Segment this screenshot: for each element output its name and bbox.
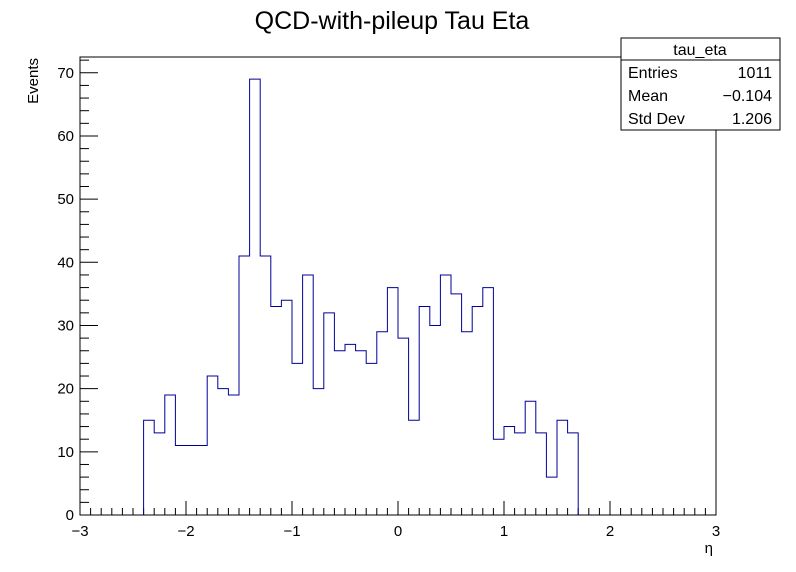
- histogram-bin: [536, 433, 547, 515]
- histogram-bin: [313, 389, 324, 515]
- histogram-bin: [557, 420, 568, 515]
- y-tick-label: 0: [66, 507, 74, 524]
- y-tick-label: 20: [57, 381, 74, 398]
- y-axis-label: Events: [25, 58, 42, 104]
- stats-entries-value: 1011: [738, 65, 773, 82]
- histogram-bin: [430, 325, 441, 515]
- histogram-bin: [281, 300, 292, 515]
- histogram-bin: [228, 395, 239, 515]
- histogram-line: [143, 78, 579, 515]
- x-tick-label: 2: [606, 523, 614, 540]
- histogram-bin: [250, 79, 261, 515]
- x-tick-label: −3: [71, 523, 88, 540]
- x-tick-label: −2: [177, 523, 194, 540]
- histogram-bin: [154, 433, 165, 515]
- stats-box-frame: [620, 37, 781, 131]
- histogram-bin: [472, 307, 483, 515]
- stats-box: tau_eta Entries 1011 Mean −0.104 Std Dev…: [620, 37, 781, 131]
- histogram-bin: [175, 446, 186, 515]
- x-axis: −3 −2 −1 0 1 2 3: [71, 501, 720, 540]
- stats-entries-label: Entries: [628, 65, 678, 82]
- histogram-bin: [144, 420, 155, 515]
- y-tick-label: 50: [57, 191, 74, 208]
- y-tick-label: 10: [57, 444, 74, 461]
- histogram-bin: [515, 433, 526, 515]
- histogram-bin: [504, 427, 515, 515]
- x-tick-label: −1: [283, 523, 300, 540]
- histogram-bin: [462, 332, 473, 515]
- histogram-bin: [345, 344, 356, 515]
- x-tick-label: 0: [394, 523, 402, 540]
- histogram-bin: [197, 446, 208, 515]
- histogram-bin: [377, 332, 388, 515]
- stats-stddev-label: Std Dev: [628, 111, 685, 128]
- stats-mean-value: −0.104: [723, 88, 772, 105]
- y-axis: 0 10 20 30 40 50 60 70: [57, 59, 98, 524]
- histogram-bin: [483, 288, 494, 515]
- histogram-bins: [144, 79, 579, 515]
- x-tick-label: 3: [712, 523, 720, 540]
- histogram-bin: [493, 439, 504, 515]
- y-tick-label: 70: [57, 65, 74, 82]
- histogram-bin: [324, 313, 335, 515]
- histogram-bin: [419, 307, 430, 515]
- histogram-bin: [546, 477, 557, 515]
- histogram-bin: [303, 275, 314, 515]
- chart-title: QCD-with-pileup Tau Eta: [255, 7, 530, 35]
- histogram-bin: [165, 395, 176, 515]
- stats-stddev-value: 1.206: [732, 111, 772, 128]
- histogram-bin: [292, 363, 303, 515]
- y-tick-label: 60: [57, 128, 74, 145]
- histogram-bin: [451, 294, 462, 515]
- stats-box-name: tau_eta: [673, 42, 726, 59]
- histogram-bin: [525, 401, 536, 515]
- histogram-bin: [260, 256, 271, 515]
- stats-mean-label: Mean: [628, 88, 668, 105]
- histogram-bin: [398, 338, 409, 515]
- histogram-bin: [271, 307, 282, 515]
- histogram-bin: [239, 256, 250, 515]
- x-axis-label: η: [705, 540, 713, 557]
- histogram-bin: [356, 351, 367, 515]
- histogram-bin: [207, 376, 218, 515]
- histogram-bin: [440, 275, 451, 515]
- histogram-bin: [366, 363, 377, 515]
- histogram-bin: [409, 420, 420, 515]
- histogram-bin: [186, 446, 197, 515]
- x-tick-label: 1: [500, 523, 508, 540]
- histogram-bin: [218, 389, 229, 515]
- histogram-bin: [568, 433, 579, 515]
- histogram-bin: [387, 288, 398, 515]
- histogram-bin: [334, 351, 345, 515]
- y-tick-label: 40: [57, 254, 74, 271]
- y-tick-label: 30: [57, 317, 74, 334]
